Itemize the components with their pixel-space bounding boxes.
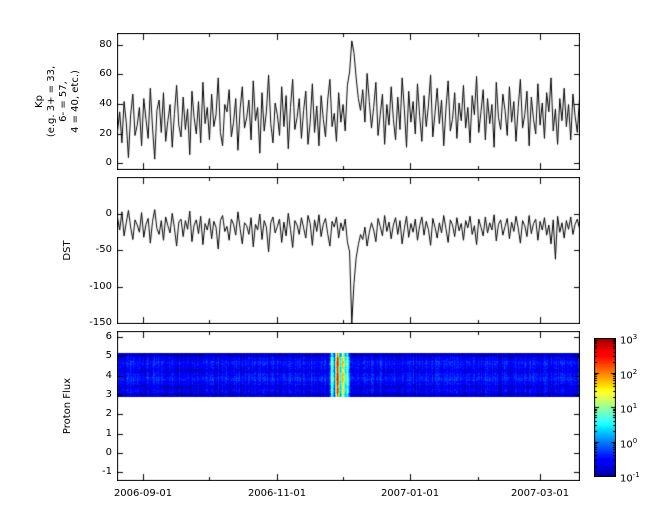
x-tick-label: 2006-11-01: [247, 488, 307, 499]
colorbar-tick-label: 101: [620, 402, 638, 416]
y-tick-label-panel3: -1: [102, 466, 112, 477]
y-tick-label-panel2: -150: [89, 317, 112, 328]
y-tick-label-panel3: 0: [105, 447, 112, 458]
x-tick-label: 2007-01-01: [380, 488, 440, 499]
y-tick-label-panel2: -50: [95, 244, 112, 255]
dst-axis-label: DST: [62, 240, 73, 261]
colorbar-tick-label: 103: [620, 333, 638, 347]
x-tick-label: 2007-03-01: [510, 488, 570, 499]
y-tick-label-panel3: 1: [105, 428, 112, 439]
kp-axis-label: Kp (e.g. 3+ = 33, 6- = 57, 4 = 40, etc.): [34, 33, 82, 170]
colorbar-tick-label: 100: [620, 437, 638, 451]
y-tick-label-panel1: 20: [99, 128, 112, 139]
y-tick-label-panel3: 5: [105, 350, 112, 361]
kp-axis-label-line2: (e.g. 3+ = 33,: [46, 65, 57, 138]
dst-plot-canvas: [117, 177, 580, 324]
y-tick-label-panel1: 40: [99, 98, 112, 109]
colorbar-canvas: [594, 338, 616, 477]
y-tick-label-panel3: 4: [105, 370, 112, 381]
y-tick-label-panel3: 2: [105, 408, 112, 419]
colorbar-tick-label: 10-1: [620, 471, 640, 485]
proton-flux-spectrogram-canvas: [117, 331, 580, 481]
y-tick-label-panel2: -100: [89, 281, 112, 292]
kp-plot-canvas: [117, 33, 580, 170]
y-tick-label-panel1: 80: [99, 39, 112, 50]
y-tick-label-panel2: 0: [105, 208, 112, 219]
colorbar-tick-label: 102: [620, 368, 638, 382]
kp-axis-label-line1: Kp: [34, 95, 45, 108]
y-tick-label-panel3: 3: [105, 389, 112, 400]
kp-axis-label-line3: 6- = 57,: [58, 81, 69, 122]
y-tick-label-panel1: 0: [105, 157, 112, 168]
proton-flux-axis-label: Proton Flux: [62, 377, 73, 435]
y-tick-label-panel3: 6: [105, 331, 112, 342]
y-tick-label-panel1: 60: [99, 68, 112, 79]
x-tick-label: 2006-09-01: [113, 488, 173, 499]
